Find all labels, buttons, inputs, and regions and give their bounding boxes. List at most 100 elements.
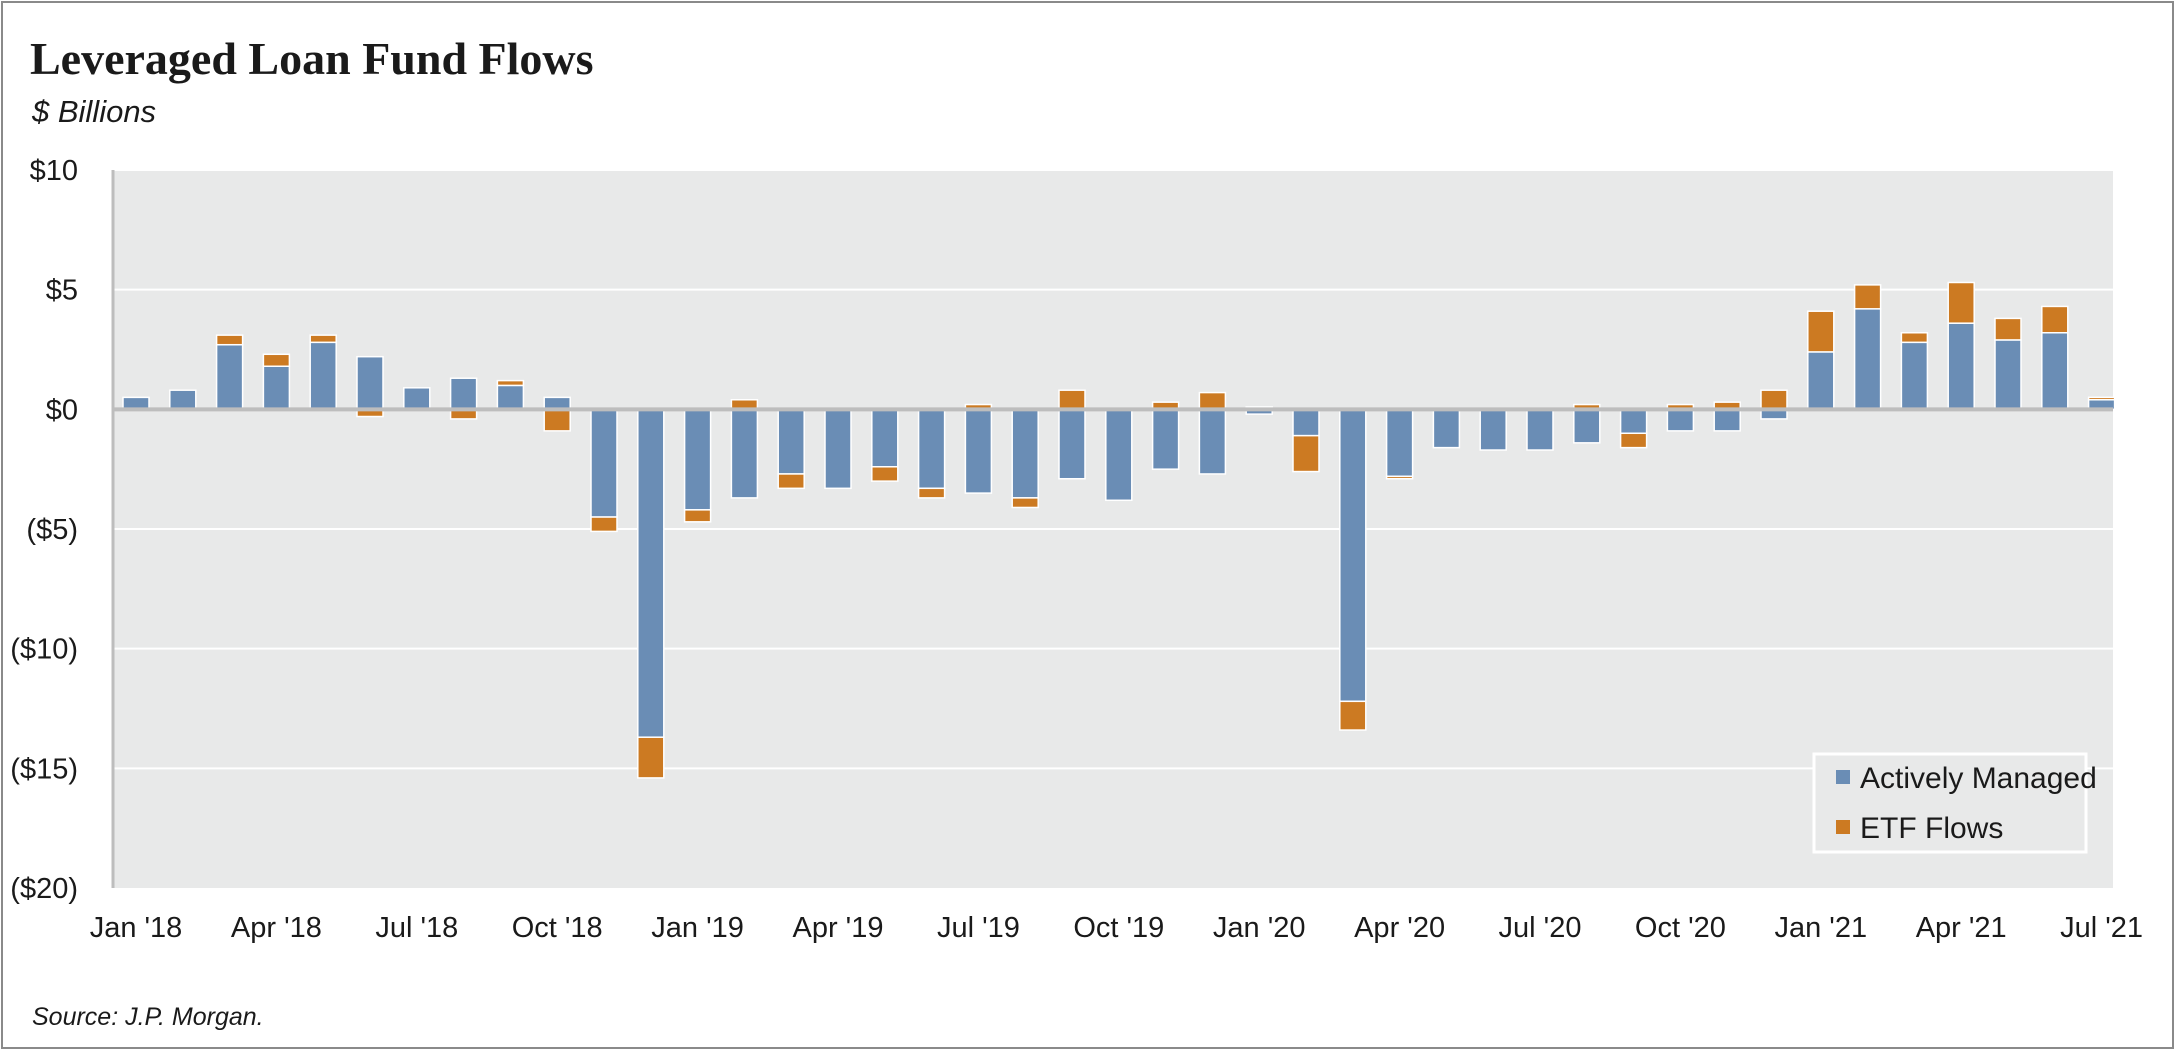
legend-swatch-actively-managed — [1836, 770, 1850, 784]
x-tick-label: Jul '19 — [937, 912, 1020, 944]
bar-etf-flows — [1760, 389, 1788, 411]
chart-subtitle: $ Billions — [32, 94, 157, 129]
legend: Actively Managed ETF Flows — [1812, 752, 2097, 854]
bar-actively-managed — [262, 365, 291, 411]
bar-actively-managed — [1292, 408, 1320, 437]
source-note: Source: J.P. Morgan. — [32, 1003, 264, 1031]
bar-actively-managed — [1994, 339, 2022, 411]
legend-swatch-etf-flows — [1836, 820, 1850, 834]
bar-actively-managed — [1713, 408, 1741, 432]
y-tick-label: ($15) — [10, 753, 78, 785]
bar-etf-flows — [917, 487, 946, 499]
bar-etf-flows — [1058, 389, 1086, 411]
bar-actively-managed — [871, 408, 899, 468]
x-tick-label: Apr '18 — [231, 912, 322, 944]
bar-etf-flows — [1619, 432, 1648, 449]
x-tick-label: Apr '20 — [1354, 912, 1445, 944]
chart-title: Leveraged Loan Fund Flows — [30, 33, 594, 84]
bar-etf-flows — [1947, 281, 1975, 324]
y-tick-label: $10 — [30, 155, 78, 187]
bar-etf-flows — [1339, 700, 1367, 731]
bar-actively-managed — [496, 384, 525, 411]
bar-actively-managed — [1619, 408, 1648, 435]
x-tick-label: Apr '19 — [793, 912, 884, 944]
bar-actively-managed — [1666, 408, 1695, 432]
x-tick-label: Oct '20 — [1635, 912, 1726, 944]
x-tick-label: Jan '20 — [1213, 912, 1306, 944]
y-tick-label: $5 — [46, 275, 78, 307]
bar-actively-managed — [1479, 408, 1507, 451]
bar-etf-flows — [1900, 331, 1929, 344]
bar-etf-flows — [1994, 317, 2022, 341]
bar-actively-managed — [637, 408, 665, 738]
bar-actively-managed — [1105, 408, 1133, 502]
bar-actively-managed — [824, 408, 852, 490]
x-tick-label: Jul '18 — [375, 912, 458, 944]
bar-actively-managed — [590, 408, 618, 518]
bar-etf-flows — [1011, 497, 1039, 509]
bar-actively-managed — [1385, 408, 1414, 478]
x-tick-label: Oct '19 — [1073, 912, 1164, 944]
bar-actively-managed — [403, 387, 431, 411]
x-tick-label: Jan '18 — [90, 912, 183, 944]
bar-actively-managed — [309, 341, 337, 411]
bar-etf-flows — [1292, 434, 1320, 473]
bar-actively-managed — [1526, 408, 1554, 451]
bar-etf-flows — [1385, 475, 1414, 480]
x-tick-label: Oct '18 — [512, 912, 603, 944]
bar-actively-managed — [1573, 408, 1601, 444]
bar-actively-managed — [964, 408, 993, 494]
y-tick-label: ($20) — [10, 873, 78, 905]
bars — [122, 281, 2116, 779]
bar-actively-managed — [356, 355, 384, 411]
y-tick-label: ($10) — [10, 634, 78, 666]
bar-actively-managed — [730, 408, 759, 499]
bar-actively-managed — [917, 408, 946, 490]
bar-etf-flows — [543, 408, 571, 432]
y-tick-label: $0 — [46, 394, 78, 426]
bar-etf-flows — [1807, 310, 1835, 353]
bar-etf-flows — [309, 334, 337, 344]
legend-label-actively-managed: Actively Managed — [1860, 762, 2097, 795]
bar-actively-managed — [1947, 322, 1975, 411]
bar-etf-flows — [1198, 391, 1227, 411]
bar-actively-managed — [2041, 331, 2069, 411]
bar-etf-flows — [1853, 284, 1882, 310]
bar-actively-managed — [215, 343, 244, 411]
bar-actively-managed — [1058, 408, 1086, 480]
bar-actively-managed — [683, 408, 712, 511]
y-axis-ticks: $10 $5 $0 ($5) ($10) ($15) ($20) — [10, 155, 78, 905]
bar-actively-managed — [1339, 408, 1367, 703]
bar-etf-flows — [2087, 396, 2116, 401]
bar-etf-flows — [637, 736, 665, 779]
x-tick-label: Jan '21 — [1774, 912, 1867, 944]
bar-actively-managed — [449, 377, 478, 411]
bar-actively-managed — [1151, 408, 1180, 470]
bar-actively-managed — [1853, 308, 1882, 411]
bar-actively-managed — [169, 389, 197, 411]
bar-actively-managed — [1432, 408, 1461, 449]
bar-etf-flows — [590, 516, 618, 533]
bar-actively-managed — [777, 408, 805, 475]
y-tick-label: ($5) — [26, 514, 78, 546]
bar-actively-managed — [1900, 341, 1929, 411]
bar-actively-managed — [1198, 408, 1227, 475]
bar-etf-flows — [777, 473, 805, 490]
legend-label-etf-flows: ETF Flows — [1860, 812, 2003, 845]
x-tick-label: Jan '19 — [651, 912, 744, 944]
legend-box — [1812, 752, 2088, 854]
bar-etf-flows — [262, 353, 291, 368]
x-tick-label: Jul '20 — [1499, 912, 1582, 944]
bar-etf-flows — [2041, 305, 2069, 334]
bar-actively-managed — [1807, 351, 1835, 411]
x-tick-label: Apr '21 — [1916, 912, 2007, 944]
bar-etf-flows — [683, 509, 712, 523]
gridlines — [113, 169, 2113, 770]
x-tick-label: Jul '21 — [2060, 912, 2143, 944]
bar-actively-managed — [1011, 408, 1039, 499]
x-axis-ticks: Jan '18 Apr '18 Jul '18 Oct '18 Jan '19 Apr '… — [90, 912, 2143, 944]
bar-etf-flows — [496, 379, 525, 387]
bar-etf-flows — [215, 334, 244, 346]
bar-etf-flows — [871, 466, 899, 482]
